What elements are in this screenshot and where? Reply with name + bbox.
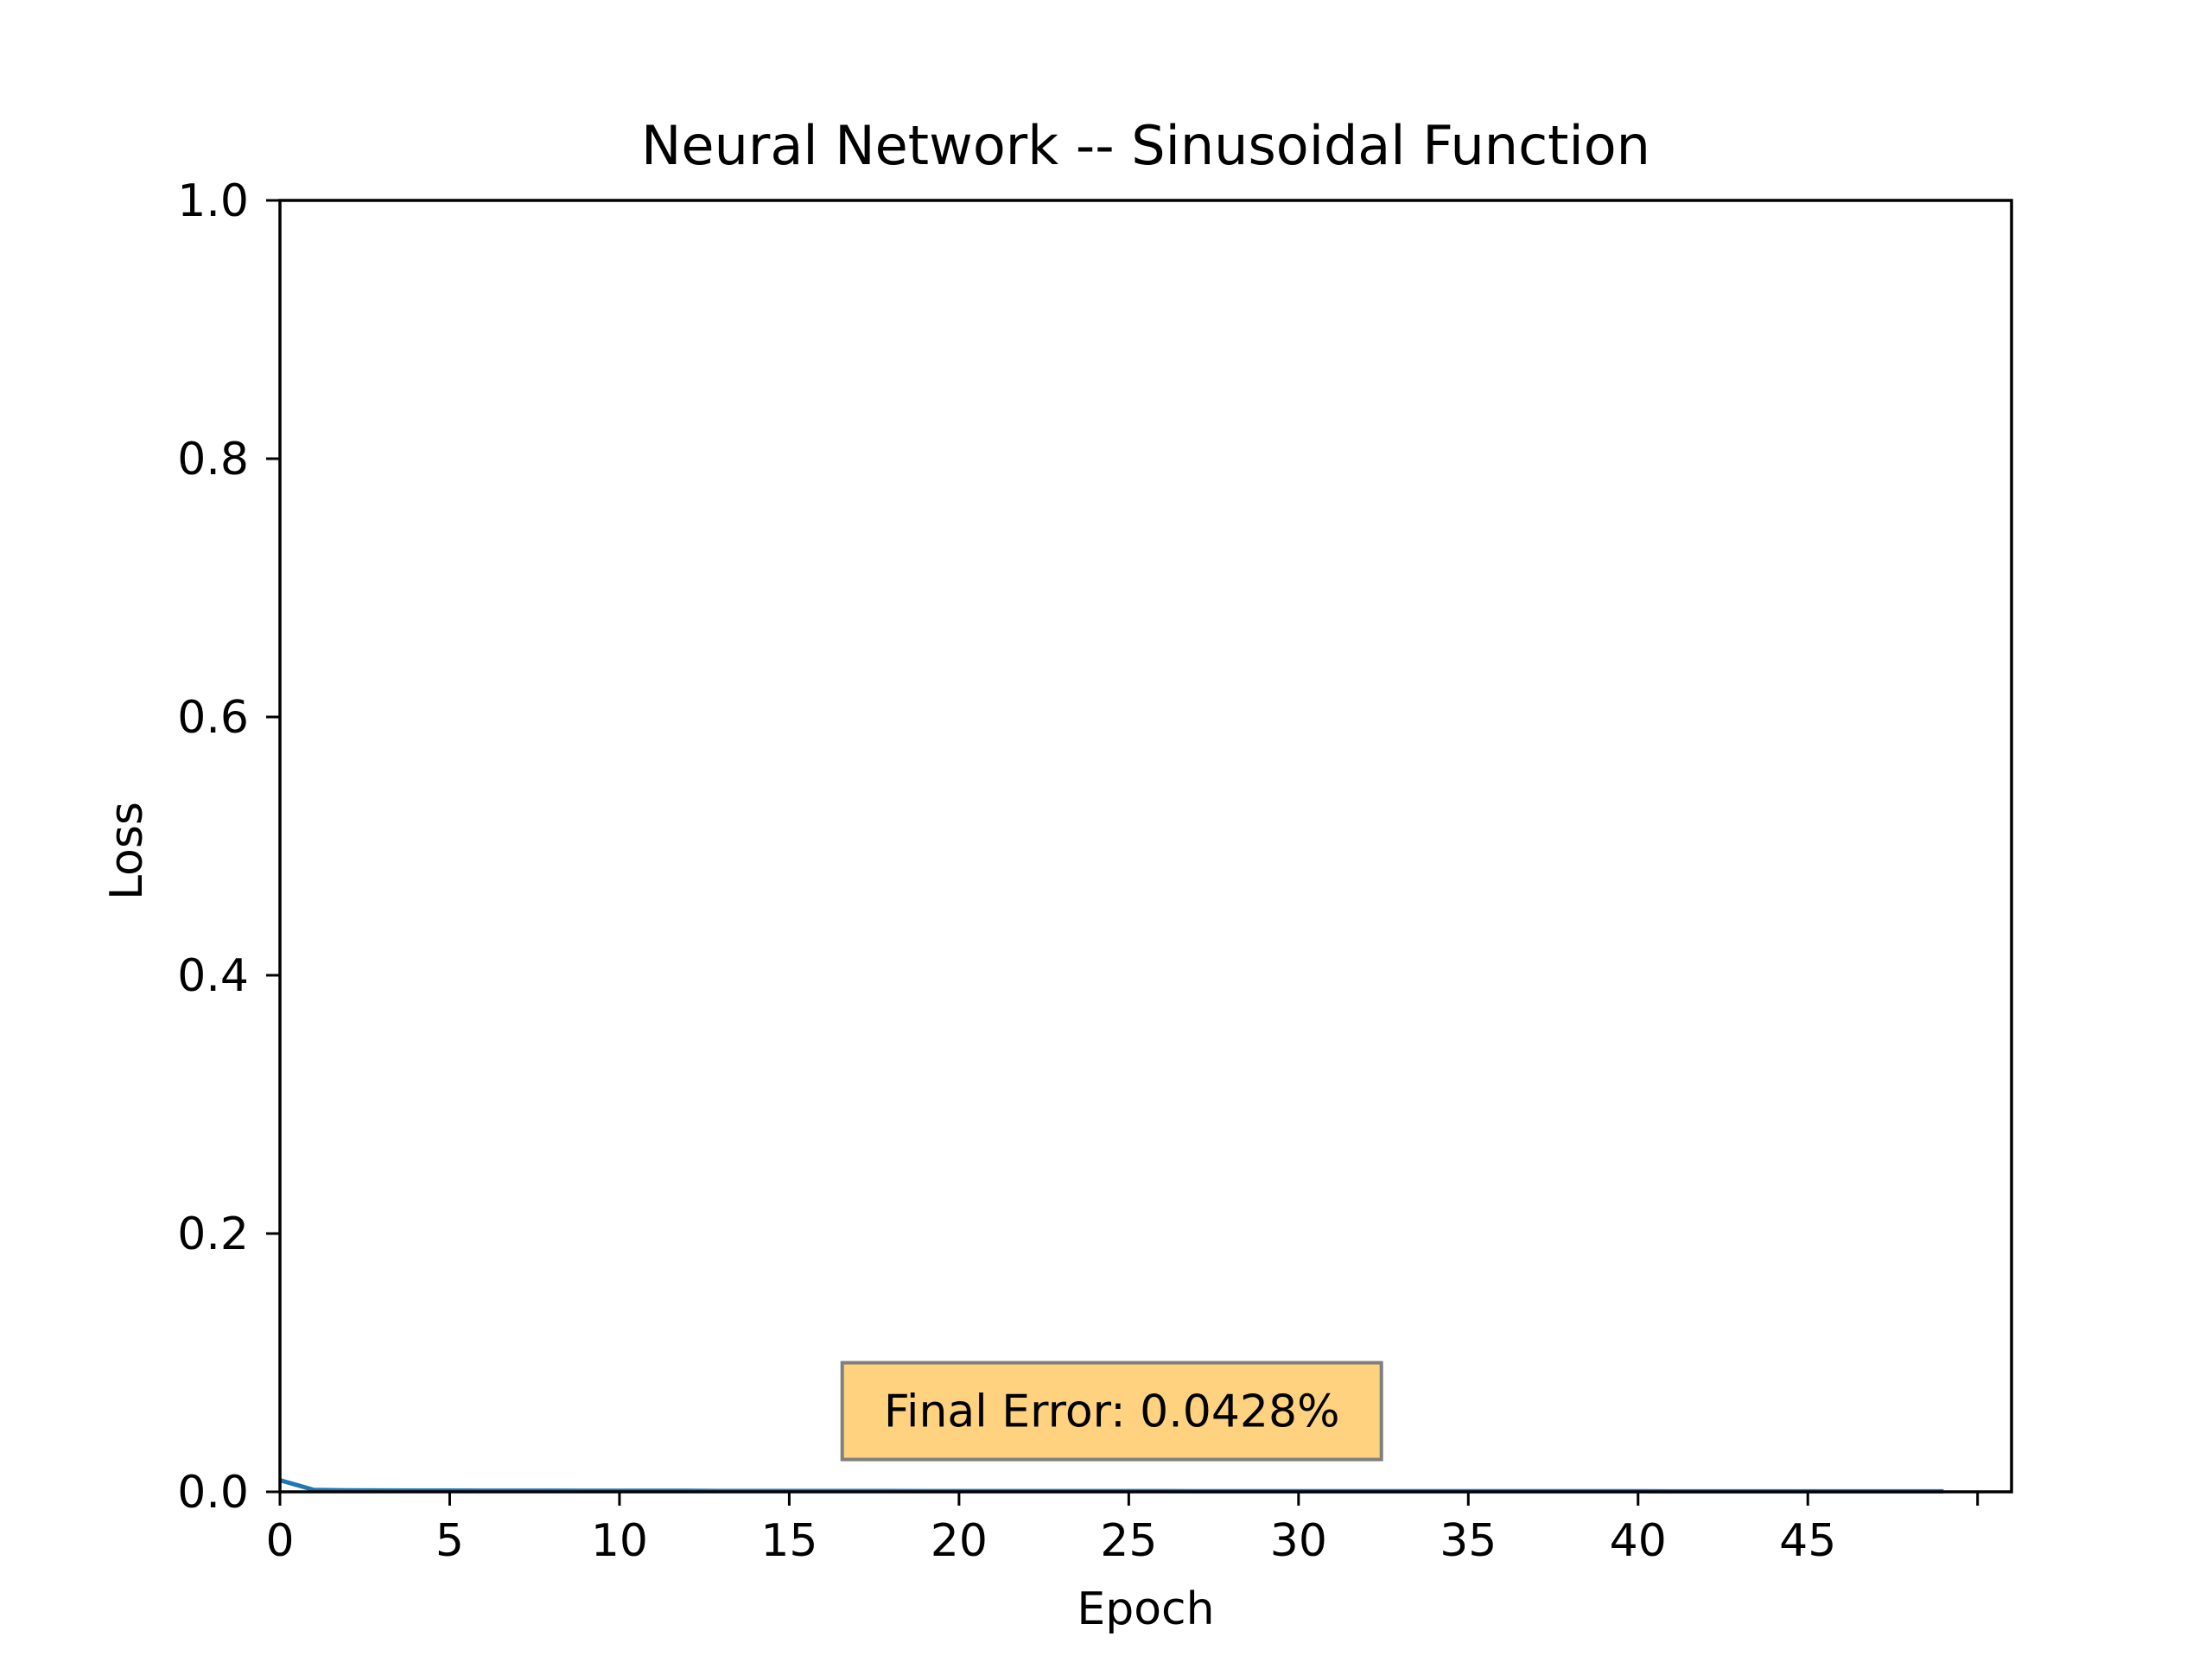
x-axis-ticks: 0 5 10 15 20 25 30 35 40 45 <box>265 1492 1980 1567</box>
y-axis-ticks: 0.0 0.2 0.4 0.6 0.8 1.0 <box>177 175 280 1519</box>
chart-title: Neural Network -- Sinusoidal Function <box>641 114 1650 177</box>
y-tick-label: 0.4 <box>177 950 249 1002</box>
x-axis-label: Epoch <box>1077 1583 1214 1635</box>
y-tick-label: 0.2 <box>177 1208 249 1260</box>
y-tick-label: 0.0 <box>177 1467 249 1519</box>
x-tick-label: 45 <box>1779 1515 1836 1567</box>
axes-frame <box>278 199 2013 1494</box>
y-tick-label: 1.0 <box>177 175 249 227</box>
x-tick-label: 30 <box>1270 1515 1327 1567</box>
y-tick-label: 0.6 <box>177 692 249 744</box>
final-error-annotation: Final Error: 0.0428% <box>840 1361 1383 1462</box>
x-tick-label: 20 <box>931 1515 988 1567</box>
y-axis-label: Loss <box>101 802 153 900</box>
annotation-box <box>840 1361 1383 1462</box>
x-tick-label: 15 <box>760 1515 817 1567</box>
x-tick-label: 40 <box>1610 1515 1667 1567</box>
y-tick-label: 0.8 <box>177 434 249 485</box>
x-tick-label: 5 <box>435 1515 464 1567</box>
x-tick-label: 35 <box>1440 1515 1497 1567</box>
x-tick-label: 25 <box>1100 1515 1157 1567</box>
x-tick-label: 0 <box>265 1515 294 1567</box>
x-tick-label: 10 <box>591 1515 648 1567</box>
annotation-text: Final Error: 0.0428% <box>884 1386 1340 1438</box>
